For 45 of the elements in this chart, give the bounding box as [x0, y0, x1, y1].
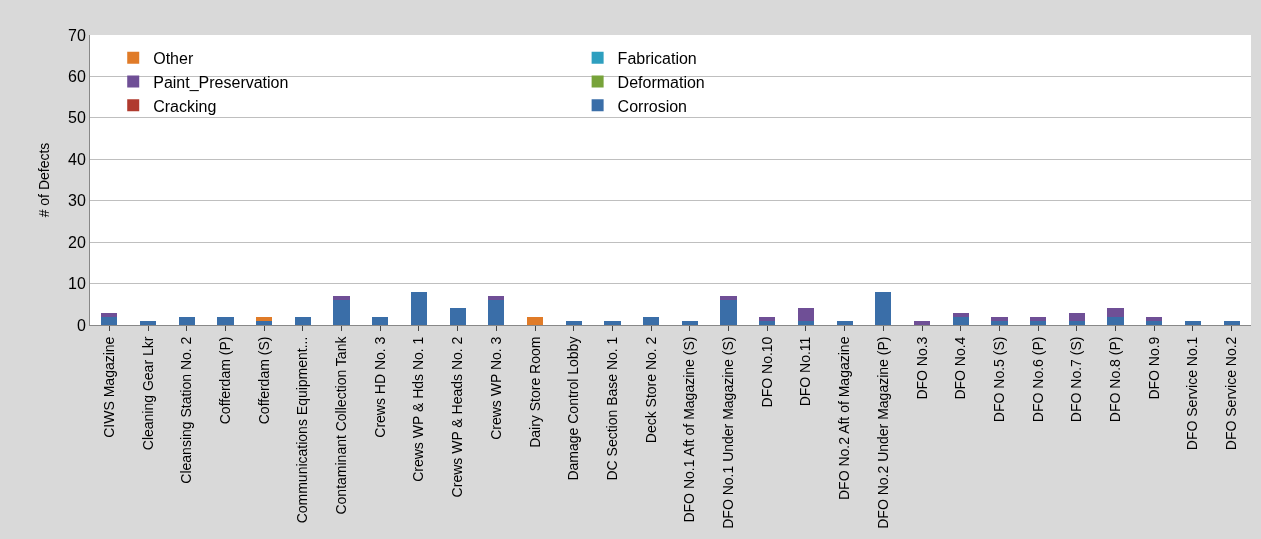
legend-label: Other	[153, 49, 194, 67]
y-axis-title: # of Defects	[35, 142, 52, 218]
y-tick-label: 70	[68, 26, 86, 44]
x-tick-label: DFO No.11	[797, 336, 814, 407]
x-tick-label: DC Section Base No. 1	[604, 336, 620, 481]
x-tick-label: DFO No.1 Under Magazine (S)	[720, 336, 737, 529]
x-tick-label: DFO No.1 Aft of Magazine (S)	[681, 336, 698, 523]
x-tick-label: Damage Control Lobby	[565, 336, 582, 481]
legend-label: Paint_Preservation	[153, 73, 289, 92]
x-tick-label: Cleansing Station No. 2	[178, 336, 195, 484]
x-tick-label: DFO No.10	[758, 336, 775, 408]
x-tick-label: DFO No.7 (S)	[1068, 336, 1085, 423]
x-tick-label: Crews HD No. 3	[371, 336, 388, 438]
y-tick-label: 0	[76, 316, 86, 334]
x-tick-label: DFO Service No.2	[1223, 336, 1240, 451]
x-tick-label: DFO No.8 (P)	[1107, 336, 1124, 423]
x-tick-label: DFO No.6 (P)	[1029, 336, 1046, 423]
x-tick-label: Contaminant Collection Tank	[333, 335, 350, 515]
x-tick-label: DFO No.5 (S)	[991, 336, 1007, 423]
legend-label: Corrosion	[617, 97, 687, 115]
y-tick-label: 60	[68, 68, 86, 86]
x-tick-label: Dairy Store Room	[526, 336, 543, 448]
y-tick-label: 40	[68, 150, 86, 168]
x-tick-label: DFO No.9	[1145, 336, 1162, 400]
legend-label: Deformation	[617, 73, 705, 91]
x-tick-label: Communications Equipment...	[294, 336, 311, 524]
y-tick-label: 10	[68, 275, 86, 293]
x-tick-label: Cleaning Gear Lkr	[139, 336, 156, 451]
x-tick-label: Crews WP No. 3	[487, 336, 504, 440]
legend-label: Cracking	[153, 97, 217, 115]
y-tick-label: 30	[68, 192, 86, 210]
x-tick-label: Crews WP & Heads No. 2	[449, 336, 466, 498]
y-tick-label: 50	[68, 109, 86, 127]
x-tick-label: Cofferdam (S)	[255, 336, 272, 425]
x-tick-label: DFO No.3	[913, 336, 930, 400]
x-tick-label: DFO No.4	[952, 336, 969, 400]
y-tick-label: 20	[68, 233, 86, 251]
x-tick-label: DFO No.2 Aft of Magazine	[836, 336, 853, 501]
x-tick-label: Deck Store No. 2	[642, 336, 659, 444]
x-tick-label: Cofferdam (P)	[217, 336, 233, 425]
legend-label: Fabrication	[617, 49, 697, 67]
x-tick-label: CIWS Magazine	[100, 336, 117, 438]
x-tick-label: Crews WP & Hds No. 1	[410, 336, 427, 482]
x-tick-label: DFO No.2 Under Magazine (P)	[874, 336, 891, 529]
x-tick-label: DFO Service No.1	[1184, 336, 1201, 451]
